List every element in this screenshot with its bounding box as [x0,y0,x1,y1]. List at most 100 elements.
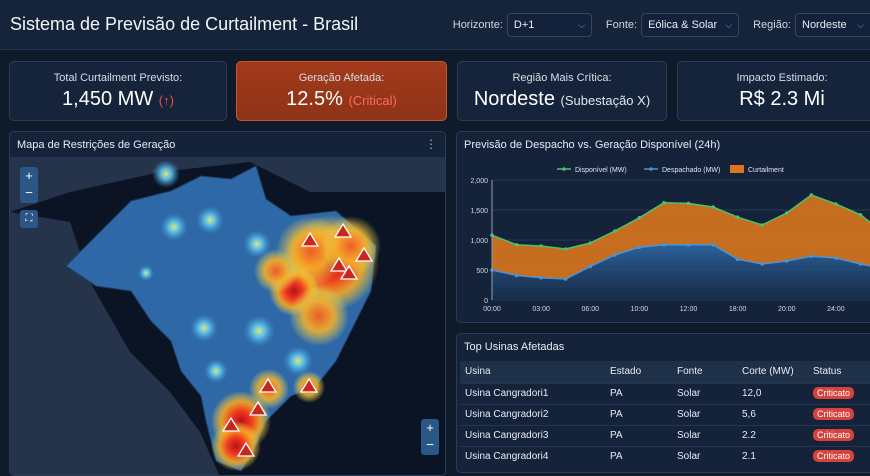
kpi-affected-generation: Geração Afetada: 12.5% (Critical) [236,61,447,121]
dispatched-point[interactable] [784,259,789,263]
available-point[interactable] [858,213,863,217]
kpi-estimated-impact: Impacto Estimado: R$ 2.3 Mi [677,61,870,121]
dispatched-point[interactable] [637,245,642,249]
table-cell: Solar [672,424,737,446]
warning-icon[interactable] [221,416,241,432]
heat-map[interactable] [10,132,446,476]
available-point[interactable] [539,244,543,248]
table-title: Top Usinas Afetadas [464,341,565,353]
table-row[interactable]: Usina Cangradori3 PA Solar 2.2 Criticato [460,424,870,446]
chevron-down-icon: ⌵ [725,19,733,30]
dispatched-point[interactable] [514,273,519,278]
column-header[interactable]: Status [808,361,870,383]
fullscreen-icon[interactable]: ⛶ [20,210,38,228]
chart-title: Previsão de Despacho vs. Geração Disponí… [464,139,721,151]
plants-table: Usina Estado Fonte Corte (MW) Status Usina C… [460,361,870,467]
dispatched-point[interactable] [686,243,691,247]
table-cell: PA [605,424,672,446]
dispatched-point[interactable] [760,262,764,266]
horizon-select[interactable]: D+1 ⌵ [506,13,592,37]
dispatched-point[interactable] [834,256,838,260]
warning-icon[interactable] [258,377,278,393]
zoom-out-button[interactable]: − [25,185,33,200]
legend-label[interactable]: Disponível (MW) [575,167,627,174]
warning-icon[interactable] [300,231,320,247]
dispatched-point[interactable] [588,264,593,269]
dispatched-point[interactable] [563,277,568,281]
kpi-label: Região Mais Crítica: [512,72,612,84]
table-cell: Usina Cangradori1 [460,382,605,404]
warning-icon[interactable] [354,246,374,262]
y-tick-label: 1,500 [470,208,488,215]
available-point[interactable] [662,201,666,205]
dispatched-area [492,244,870,300]
available-point[interactable] [613,229,617,233]
x-tick-label: 03:00 [532,306,550,313]
table-cell: Usina Cangradori3 [460,424,605,446]
kpi-sub: (Subestação X) [560,93,651,108]
y-tick-label: 500 [476,268,488,275]
warning-icon[interactable] [333,222,353,238]
column-header[interactable]: Usina [460,361,605,383]
dispatched-point[interactable] [539,276,543,280]
kpi-value: 1,450 MW [62,88,154,110]
warning-icon[interactable] [299,377,319,393]
dispatched-point[interactable] [809,254,814,258]
kpi-critical-region: Região Mais Crítica: Nordeste (Subestaçã… [457,61,667,121]
x-tick-label: 20:00 [778,306,796,313]
warning-icon[interactable] [329,256,349,272]
x-tick-label: 24:00 [827,306,845,313]
map-panel: Mapa de Restrições de Geração ⋮ + − ⛶ + … [9,131,446,476]
column-header[interactable]: Corte (MW) [737,361,808,383]
available-point[interactable] [686,201,691,206]
region-select[interactable]: Nordeste ⌵ [795,13,870,37]
available-point[interactable] [588,241,593,245]
warning-icon[interactable] [236,441,256,457]
available-point[interactable] [760,223,764,227]
available-point[interactable] [637,216,642,220]
zoom-in-button[interactable]: + [426,420,434,435]
warning-icon[interactable] [339,264,359,280]
available-point[interactable] [514,243,519,247]
available-point[interactable] [784,211,789,215]
dispatched-point[interactable] [613,253,617,257]
app-header: Sistema de Previsão de Curtailment - Bra… [0,0,870,50]
trend-up-icon: (↑) [158,93,174,108]
warning-icon[interactable] [248,400,268,416]
available-point[interactable] [834,202,838,206]
page-title: Sistema de Previsão de Curtailment - Bra… [10,14,359,34]
status-badge: Criticato [813,450,855,463]
table-row[interactable]: Usina Cangradori4 PA Solar 2.1 Criticato [460,445,870,467]
available-point[interactable] [735,215,740,219]
status-badge: Criticato [813,387,855,399]
available-point[interactable] [809,193,814,197]
dispatched-point[interactable] [662,243,666,247]
table-row[interactable]: Usina Cangradori1 PA Solar 12,0 Criticato [460,382,870,404]
dispatched-point[interactable] [711,243,715,247]
column-header[interactable]: Fonte [672,361,737,383]
legend-label[interactable]: Despachado (MW) [662,167,720,174]
available-point[interactable] [563,247,568,251]
available-point[interactable] [711,205,715,209]
chart-panel: Previsão de Despacho vs. Geração Disponí… [456,131,870,323]
table-row[interactable]: Usina Cangradori2 PA Solar 5,6 Criticato [460,403,870,425]
region-value: Nordeste [802,19,847,31]
status-cell: Criticato [808,424,870,446]
zoom-out-button[interactable]: − [426,437,434,452]
legend-label[interactable]: Curtailment [748,167,784,174]
more-options-icon[interactable]: ⋮ [425,137,437,151]
table-cell: PA [605,445,672,467]
source-select[interactable]: Eólica & Solar ⌵ [641,13,740,37]
zoom-in-button[interactable]: + [25,168,33,183]
dispatched-point[interactable] [735,257,740,261]
column-header[interactable]: Estado [605,361,672,383]
y-tick-label: 0 [484,298,488,305]
y-tick-label: 1,000 [470,238,488,245]
status-cell: Criticato [808,403,870,425]
table-cell: Solar [672,445,737,467]
chevron-down-icon: ⌵ [578,19,585,30]
table-cell: PA [605,382,672,404]
dispatched-point[interactable] [858,262,863,266]
chevron-down-icon: ⌵ [857,19,864,30]
kpi-total-curtailment: Total Curtailment Previsto: 1,450 MW (↑) [9,61,227,121]
